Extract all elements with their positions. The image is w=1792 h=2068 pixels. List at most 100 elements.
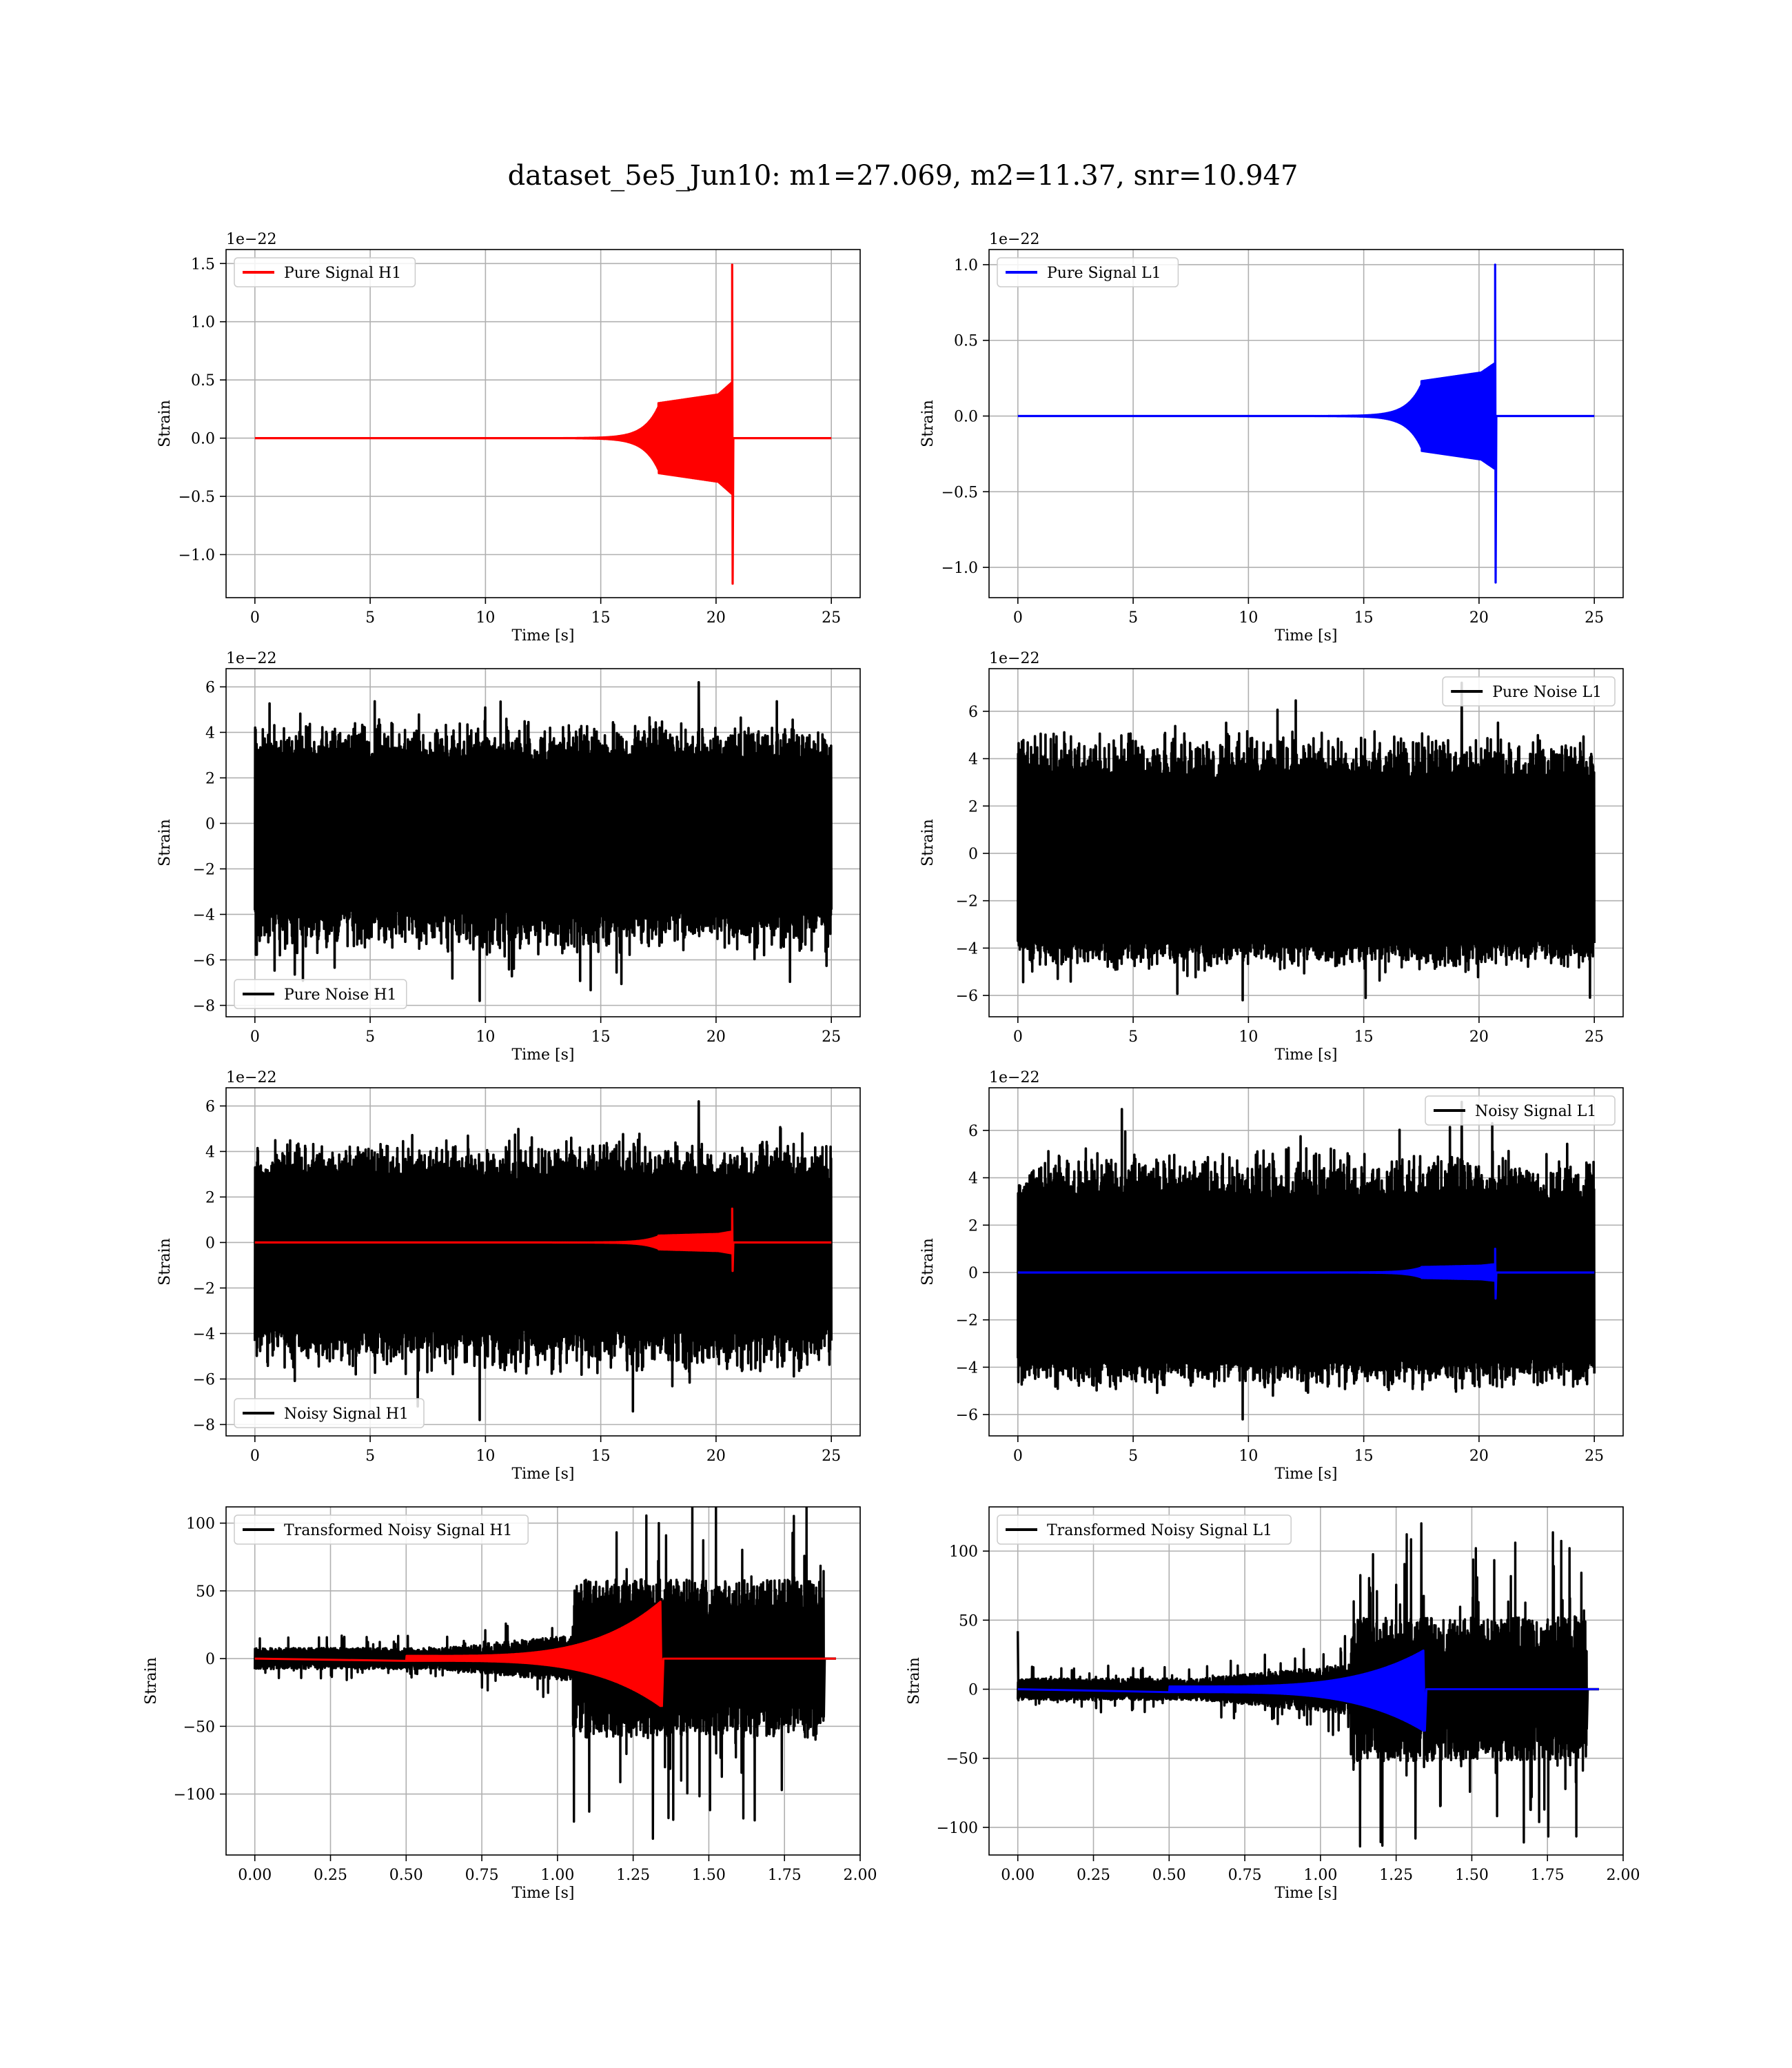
y-tick-label: 0.0 xyxy=(954,409,978,426)
axes-frame xyxy=(225,1087,861,1437)
y-tick-label: −4 xyxy=(956,1359,978,1377)
legend-label: Transformed Noisy Signal L1 xyxy=(1047,1522,1272,1539)
y-tick-label: 4 xyxy=(205,1144,215,1161)
y-tick-label: 0.5 xyxy=(191,372,215,389)
x-tick-label: 0 xyxy=(250,1448,260,1465)
x-tick-label: 5 xyxy=(365,1448,375,1465)
axis-offset-text: 1e−22 xyxy=(226,231,276,248)
y-axis-label: Strain xyxy=(919,1238,937,1286)
legend-label: Pure Noise H1 xyxy=(284,986,397,1004)
series-line-noisy-signal-l1 xyxy=(1017,1100,1596,1421)
legend-box xyxy=(234,1514,529,1545)
y-tick-label: 2 xyxy=(968,1217,978,1235)
legend-label: Noisy Signal H1 xyxy=(284,1406,409,1423)
x-tick-label: 0.75 xyxy=(465,1867,499,1884)
y-tick-label: 0 xyxy=(205,1235,215,1252)
series-line-overlay-1 xyxy=(254,1207,832,1273)
x-tick-label: 25 xyxy=(1585,1028,1604,1046)
x-tick-label: 10 xyxy=(476,1448,495,1465)
y-tick-label: 6 xyxy=(205,1098,215,1115)
series-line-pure-noise-h1 xyxy=(254,681,833,1002)
series-line-overlay-1 xyxy=(1017,1649,1599,1732)
legend-box xyxy=(1442,676,1616,707)
y-tick-label: −6 xyxy=(193,952,215,969)
y-axis-label: Strain xyxy=(156,1238,174,1286)
y-tick-label: −1.0 xyxy=(179,547,215,565)
legend-box xyxy=(997,257,1179,287)
y-tick-label: 2 xyxy=(968,798,978,815)
x-tick-label: 2.00 xyxy=(844,1867,877,1884)
chart-panel-noisy-signal-l1: 0 5 10 15 20 25 −6 −4 −2 0 2 4 6 Time [s] Strain 1e−22 N… xyxy=(919,1069,1624,1483)
x-tick-label: 25 xyxy=(822,609,841,627)
y-tick-label: 0 xyxy=(205,815,215,833)
y-tick-label: −6 xyxy=(956,988,978,1005)
y-axis-label: Strain xyxy=(156,400,174,447)
y-tick-label: −0.5 xyxy=(179,489,215,506)
x-tick-label: 5 xyxy=(365,609,375,627)
x-tick-label: 1.50 xyxy=(692,1867,726,1884)
legend: Noisy Signal H1 xyxy=(234,1398,425,1428)
x-tick-label: 5 xyxy=(1128,1448,1138,1465)
x-tick-label: 20 xyxy=(1469,1028,1489,1046)
legend: Transformed Noisy Signal L1 xyxy=(997,1514,1292,1545)
x-tick-label: 10 xyxy=(1239,1028,1258,1046)
series-line-pure-signal-l1 xyxy=(1017,263,1595,584)
y-tick-label: −100 xyxy=(937,1820,978,1837)
y-tick-label: 100 xyxy=(949,1543,978,1561)
y-axis-label: Strain xyxy=(906,1657,923,1705)
axes-frame xyxy=(988,1087,1624,1437)
y-tick-label: −2 xyxy=(193,861,215,878)
legend: Pure Signal L1 xyxy=(997,257,1179,287)
legend: Transformed Noisy Signal H1 xyxy=(234,1514,529,1545)
y-tick-label: −6 xyxy=(956,1407,978,1424)
legend: Pure Noise H1 xyxy=(234,979,407,1009)
x-tick-label: 15 xyxy=(591,609,611,627)
series-line-pure-noise-l1 xyxy=(1017,681,1596,1002)
x-tick-label: 0.50 xyxy=(1152,1867,1186,1884)
series-line-transformed-noisy-signal-h1 xyxy=(254,1507,836,1841)
y-axis-label: Strain xyxy=(919,400,937,447)
x-tick-label: 1.00 xyxy=(540,1867,574,1884)
x-tick-label: 10 xyxy=(1239,609,1258,627)
x-tick-label: 15 xyxy=(1354,1448,1374,1465)
y-tick-label: −2 xyxy=(193,1280,215,1297)
y-tick-label: −0.5 xyxy=(941,484,978,501)
x-tick-label: 1.75 xyxy=(1531,1867,1565,1884)
legend-box xyxy=(234,1398,425,1428)
axes-frame xyxy=(988,249,1624,598)
x-axis-label: Time [s] xyxy=(1274,1885,1337,1902)
series-line-noisy-signal-h1 xyxy=(254,1100,833,1421)
y-tick-label: 50 xyxy=(959,1612,978,1630)
series-line-overlay-1 xyxy=(1017,1248,1595,1300)
x-tick-label: 0.25 xyxy=(1077,1867,1110,1884)
y-tick-label: 4 xyxy=(968,751,978,769)
chart-panel-pure-noise-l1: 0 5 10 15 20 25 −6 −4 −2 0 2 4 6 Time [s] Strain 1e−22 P… xyxy=(919,650,1624,1064)
x-tick-label: 0.25 xyxy=(314,1867,347,1884)
x-tick-label: 1.00 xyxy=(1303,1867,1337,1884)
x-tick-label: 10 xyxy=(476,609,495,627)
y-tick-label: −8 xyxy=(193,1417,215,1434)
legend-box xyxy=(234,979,407,1009)
x-tick-label: 0.00 xyxy=(238,1867,272,1884)
x-tick-label: 25 xyxy=(822,1028,841,1046)
x-tick-label: 5 xyxy=(1128,609,1138,627)
x-tick-label: 20 xyxy=(1469,609,1489,627)
x-tick-label: 20 xyxy=(1469,1448,1489,1465)
legend-box xyxy=(234,257,416,287)
chart-panel-pure-noise-h1: 0 5 10 15 20 25 −8 −6 −4 −2 0 2 4 6 Time [s] Strain 1e−2… xyxy=(156,650,861,1064)
x-axis-label: Time [s] xyxy=(511,1046,574,1064)
y-tick-label: 0 xyxy=(205,1651,215,1668)
axes-frame xyxy=(225,668,861,1017)
series-line-transformed-noisy-signal-l1 xyxy=(1017,1522,1599,1848)
x-tick-label: 25 xyxy=(1585,1448,1604,1465)
y-tick-label: 0.0 xyxy=(191,431,215,448)
legend-label: Transformed Noisy Signal H1 xyxy=(284,1522,513,1539)
x-tick-label: 0 xyxy=(250,609,260,627)
x-tick-label: 0 xyxy=(250,1028,260,1046)
x-tick-label: 25 xyxy=(1585,609,1604,627)
x-tick-label: 15 xyxy=(591,1448,611,1465)
axes-frame xyxy=(225,249,861,598)
x-tick-label: 20 xyxy=(706,1028,726,1046)
y-tick-label: −8 xyxy=(193,997,215,1015)
legend: Pure Noise L1 xyxy=(1442,676,1616,707)
